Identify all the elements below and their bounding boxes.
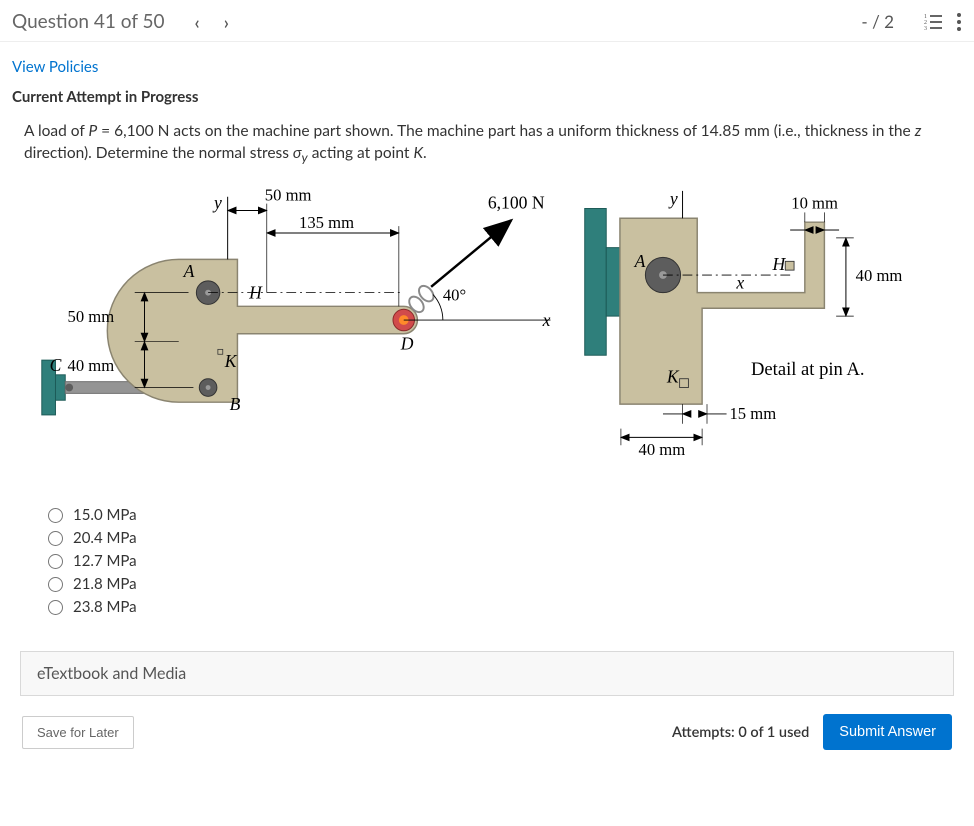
svg-text:x: x: [735, 273, 744, 293]
svg-text:Detail at pin A.: Detail at pin A.: [751, 359, 865, 380]
option-2[interactable]: 20.4 MPa: [48, 529, 962, 547]
svg-text:B: B: [230, 394, 241, 414]
svg-text:6,100 N: 6,100 N: [488, 193, 545, 213]
option-2-label: 20.4 MPa: [73, 529, 137, 547]
option-3[interactable]: 12.7 MPa: [48, 552, 962, 570]
svg-text:K: K: [666, 367, 680, 387]
svg-text:D: D: [400, 334, 414, 354]
svg-text:H: H: [772, 254, 787, 274]
view-policies-link[interactable]: View Policies: [12, 58, 98, 76]
option-5-radio[interactable]: [48, 600, 63, 615]
svg-text:3: 3: [924, 26, 927, 31]
option-4-radio[interactable]: [48, 577, 63, 592]
footer-bar: Save for Later Attempts: 0 of 1 used Sub…: [12, 706, 962, 762]
figure: y x 50 mm 135 mm 50 mm 40 mm: [12, 167, 962, 477]
option-5-label: 23.8 MPa: [73, 598, 137, 616]
svg-text:H: H: [248, 283, 263, 303]
svg-text:40°: 40°: [443, 286, 466, 305]
svg-text:40 mm: 40 mm: [856, 266, 903, 285]
svg-text:A: A: [634, 251, 646, 271]
svg-text:135 mm: 135 mm: [299, 213, 354, 232]
question-topbar: Question 41 of 50 ‹ › - / 2 1 2 3: [0, 0, 974, 42]
svg-text:C: C: [50, 355, 62, 375]
svg-text:50 mm: 50 mm: [265, 186, 312, 205]
answer-options: 15.0 MPa 20.4 MPa 12.7 MPa 21.8 MPa 23.8…: [12, 477, 962, 639]
question-text: A load of P = 6,100 N acts on the machin…: [12, 120, 962, 167]
svg-text:40 mm: 40 mm: [639, 440, 686, 459]
option-2-radio[interactable]: [48, 531, 63, 546]
option-4[interactable]: 21.8 MPa: [48, 575, 962, 593]
question-list-icon[interactable]: 1 2 3: [924, 13, 944, 31]
accordion-label: eTextbook and Media: [37, 664, 186, 683]
attempt-status: Current Attempt in Progress: [12, 88, 962, 106]
svg-text:y: y: [668, 189, 678, 209]
more-options-icon[interactable]: [956, 12, 962, 32]
score-display: - / 2: [861, 11, 894, 32]
option-3-label: 12.7 MPa: [73, 552, 137, 570]
prev-question-button[interactable]: ‹: [195, 11, 200, 33]
save-for-later-button[interactable]: Save for Later: [22, 716, 134, 749]
option-3-radio[interactable]: [48, 554, 63, 569]
svg-text:y: y: [212, 193, 222, 213]
svg-text:40 mm: 40 mm: [68, 356, 115, 375]
option-1-label: 15.0 MPa: [73, 506, 137, 524]
option-1-radio[interactable]: [48, 508, 63, 523]
svg-text:50 mm: 50 mm: [68, 307, 115, 326]
next-question-button[interactable]: ›: [224, 11, 229, 33]
svg-text:A: A: [183, 261, 195, 281]
option-4-label: 21.8 MPa: [73, 575, 137, 593]
svg-text:10 mm: 10 mm: [791, 194, 838, 213]
etextbook-media-accordion[interactable]: eTextbook and Media: [20, 651, 954, 696]
svg-text:x: x: [542, 310, 551, 330]
question-counter: Question 41 of 50: [12, 10, 165, 33]
svg-text:15 mm: 15 mm: [730, 404, 777, 423]
svg-text:K: K: [224, 351, 238, 371]
submit-answer-button[interactable]: Submit Answer: [823, 714, 952, 750]
option-1[interactable]: 15.0 MPa: [48, 506, 962, 524]
option-5[interactable]: 23.8 MPa: [48, 598, 962, 616]
attempts-counter: Attempts: 0 of 1 used: [672, 724, 809, 741]
